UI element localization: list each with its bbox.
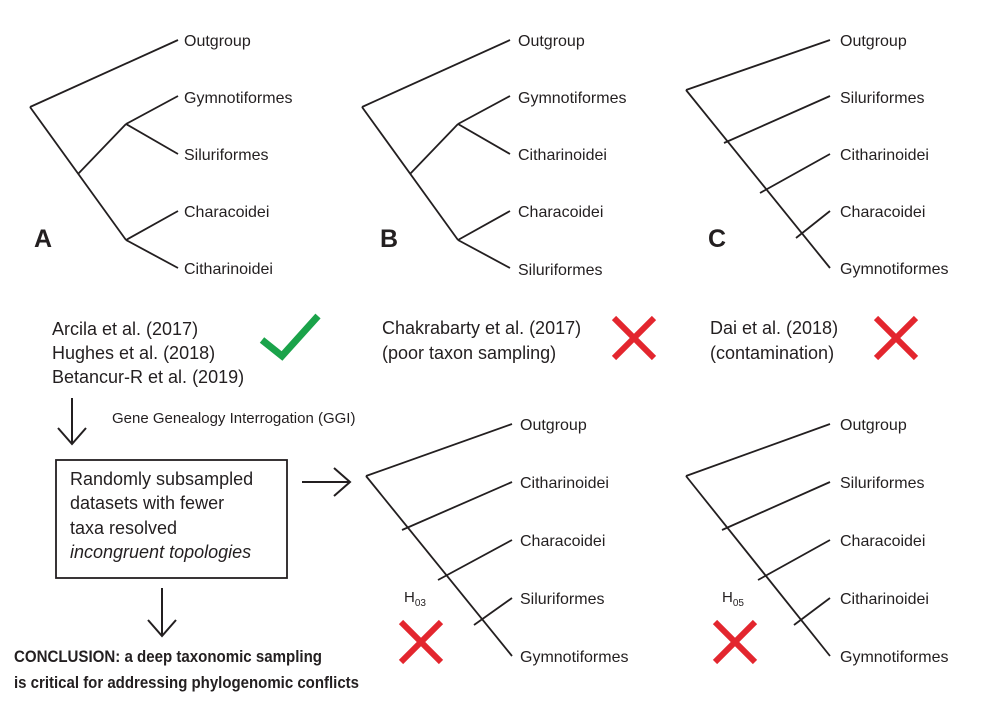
tree-h05-tip-5: Gymnotiformes [840, 649, 948, 666]
tree-h05-tip-2: Siluriformes [840, 475, 924, 492]
tree-c-tip-3: Citharinoidei [840, 147, 929, 164]
cross-icon [873, 315, 919, 361]
tree-a [29, 39, 179, 269]
tree-c-tip-4: Characoidei [840, 204, 925, 221]
check-icon [259, 313, 321, 361]
panel-letter-c: C [708, 225, 726, 253]
hypothesis-h03-label: H03 [404, 589, 426, 609]
right-arrow-icon [302, 467, 352, 497]
panel-letter-a: A [34, 225, 52, 253]
tree-h03-tip-1: Outgroup [520, 417, 587, 434]
tree-h03 [365, 423, 513, 657]
tree-c-tip-2: Siluriformes [840, 90, 924, 107]
ggi-label: Gene Genealogy Interrogation (GGI) [112, 410, 355, 427]
tree-h05-tip-4: Citharinoidei [840, 591, 929, 608]
cross-icon [712, 619, 758, 665]
tree-a-tip-3: Siluriformes [184, 147, 268, 164]
citation-c-2: (contamination) [710, 343, 834, 363]
tree-c [685, 39, 831, 269]
citation-b-2: (poor taxon sampling) [382, 343, 556, 363]
tree-h03-tip-3: Characoidei [520, 533, 605, 550]
tree-b-tip-5: Siluriformes [518, 262, 602, 279]
tree-h03-tip-2: Citharinoidei [520, 475, 609, 492]
tree-c-tip-1: Outgroup [840, 33, 907, 50]
citation-b-1: Chakrabarty et al. (2017) [382, 318, 581, 338]
subsample-box [55, 459, 288, 579]
conclusion-line-1: CONCLUSION: a deep taxonomic sampling [14, 647, 322, 666]
cross-icon [611, 315, 657, 361]
down-arrow-icon [147, 588, 177, 638]
box-line-3: taxa resolved [70, 518, 177, 538]
tree-b-tip-1: Outgroup [518, 33, 585, 50]
cross-icon [398, 619, 444, 665]
citation-a-1: Arcila et al. (2017) [52, 319, 198, 339]
conclusion-line-2: is critical for addressing phylogenomic … [14, 673, 359, 692]
tree-h05 [685, 423, 831, 657]
box-line-italic: incongruent topologies [70, 542, 251, 562]
box-line-2: datasets with fewer [70, 493, 224, 513]
tree-b-tip-3: Citharinoidei [518, 147, 607, 164]
tree-a-tip-5: Citharinoidei [184, 261, 273, 278]
tree-h03-tip-4: Siluriformes [520, 591, 604, 608]
down-arrow-icon [57, 398, 87, 446]
hypothesis-h05-label: H05 [722, 589, 744, 609]
tree-h05-tip-3: Characoidei [840, 533, 925, 550]
citation-c-1: Dai et al. (2018) [710, 318, 838, 338]
box-line-1: Randomly subsampled [70, 469, 253, 489]
tree-h05-tip-1: Outgroup [840, 417, 907, 434]
tree-b [361, 39, 511, 269]
tree-a-tip-2: Gymnotiformes [184, 90, 292, 107]
tree-b-tip-2: Gymnotiformes [518, 90, 626, 107]
tree-a-tip-4: Characoidei [184, 204, 269, 221]
tree-h03-tip-5: Gymnotiformes [520, 649, 628, 666]
tree-b-tip-4: Characoidei [518, 204, 603, 221]
tree-c-tip-5: Gymnotiformes [840, 261, 948, 278]
panel-letter-b: B [380, 225, 398, 253]
citation-a-2: Hughes et al. (2018) [52, 343, 215, 363]
tree-a-tip-1: Outgroup [184, 33, 251, 50]
citation-a-3: Betancur-R et al. (2019) [52, 367, 244, 387]
